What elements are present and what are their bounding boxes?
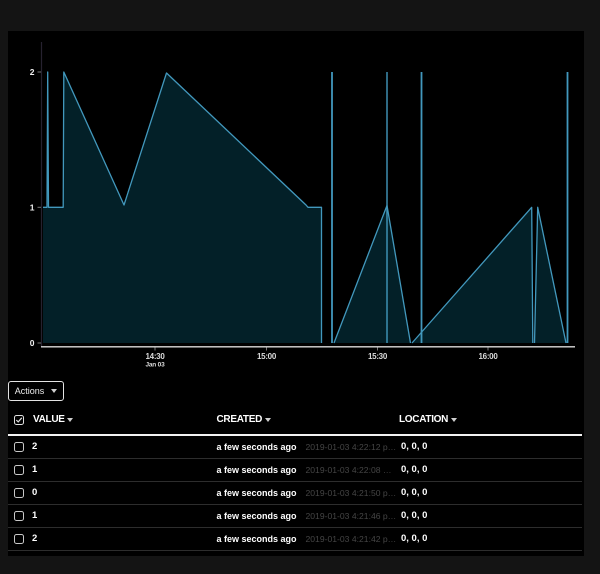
svg-text:14:30: 14:30 [146,352,166,361]
svg-text:16:00: 16:00 [479,352,499,361]
svg-text:Jan 03: Jan 03 [145,362,165,369]
svg-text:2: 2 [30,67,35,77]
svg-text:1: 1 [30,202,35,212]
svg-text:15:00: 15:00 [257,352,277,361]
svg-text:0: 0 [30,338,35,348]
svg-text:15:30: 15:30 [368,352,388,361]
